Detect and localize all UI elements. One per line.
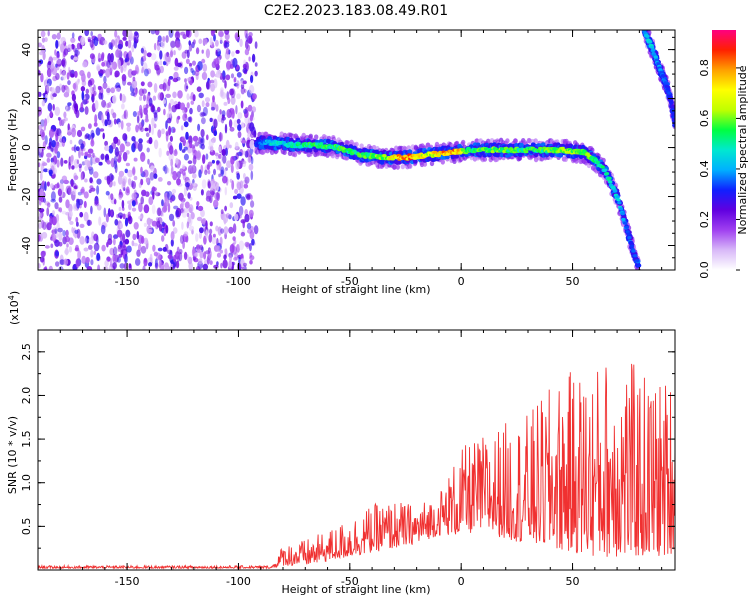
- ridge-2: [641, 30, 675, 130]
- snr-scale-base: (x10: [8, 300, 21, 325]
- colorbar-tick-label: 0.8: [698, 59, 711, 77]
- heatmap-x-tick-label: -150: [115, 275, 140, 288]
- heatmap-frame: [37, 29, 676, 271]
- snr-x-tick-label: -100: [226, 575, 251, 588]
- heatmap-x-tick-label: 50: [566, 275, 580, 288]
- snr-plot-area: [38, 363, 675, 570]
- colorbar-axis: 0.0 0.2 0.4 0.6 0.8: [698, 59, 740, 279]
- ridge-1: [253, 131, 642, 270]
- snr-line: [38, 363, 675, 570]
- heatmap-y-tick-label: -20: [20, 188, 33, 206]
- snr-y-tick-label: 2.5: [20, 343, 33, 361]
- heatmap-x-tick-label: -100: [226, 275, 251, 288]
- snr-y-tick-label: 2.0: [20, 387, 33, 405]
- heatmap-x-tick-label: -50: [341, 275, 359, 288]
- colorbar-tick-label: 0.4: [698, 160, 711, 178]
- snr-x-axis-label: Height of straight line (km): [281, 583, 430, 596]
- heatmap-panel: -150 -100 -50 0 50 -40 -20 0 20 40 Height of stra…: [6, 29, 676, 296]
- snr-x-tick-label: -150: [115, 575, 140, 588]
- colorbar-label: Normalized spectral amplitude: [736, 65, 749, 234]
- snr-scale-suffix: ): [8, 291, 21, 295]
- heatmap-y-tick-label: 40: [20, 43, 33, 57]
- heatmap-y-tick-label: 20: [20, 92, 33, 106]
- heatmap-axes: -150 -100 -50 0 50 -40 -20 0 20 40: [20, 30, 675, 288]
- snr-y-tick-label: 1.5: [20, 430, 33, 448]
- snr-y-tick-label: 1.0: [20, 474, 33, 492]
- colorbar-gradient: [712, 30, 736, 270]
- heatmap-plot-area: [38, 30, 675, 270]
- snr-y-axis-label: SNR (10 * v/v): [6, 416, 19, 494]
- heatmap-x-tick-label: 0: [458, 275, 465, 288]
- snr-panel: -150 -100 -50 0 50 0.5 1.0 1.5 2.0 2.5 Height of …: [6, 291, 676, 596]
- colorbar: 0.0 0.2 0.4 0.6 0.8 Normalized spectral ampl…: [698, 30, 749, 279]
- snr-x-tick-label: 0: [458, 575, 465, 588]
- snr-scale-label: (x104): [7, 291, 21, 325]
- snr-x-tick-label: 50: [566, 575, 580, 588]
- heatmap-y-axis-label: Frequency (Hz): [6, 109, 19, 192]
- snr-x-tick-label: -50: [341, 575, 359, 588]
- heatmap-x-axis-label: Height of straight line (km): [281, 283, 430, 296]
- heatmap-y-tick-label: 0: [20, 144, 33, 151]
- snr-y-tick-label: 0.5: [20, 518, 33, 536]
- heatmap-y-tick-label: -40: [20, 237, 33, 255]
- snr-frame: [37, 329, 676, 571]
- colorbar-tick-label: 0.0: [698, 261, 711, 279]
- snr-scale-exponent: 4: [7, 295, 16, 300]
- colorbar-tick-label: 0.2: [698, 211, 711, 229]
- snr-axes: -150 -100 -50 0 50 0.5 1.0 1.5 2.0 2.5: [20, 329, 675, 588]
- noise-speckle: [38, 30, 259, 270]
- colorbar-tick-label: 0.6: [698, 110, 711, 128]
- figure-title: C2E2.2023.183.08.49.R01: [264, 3, 448, 19]
